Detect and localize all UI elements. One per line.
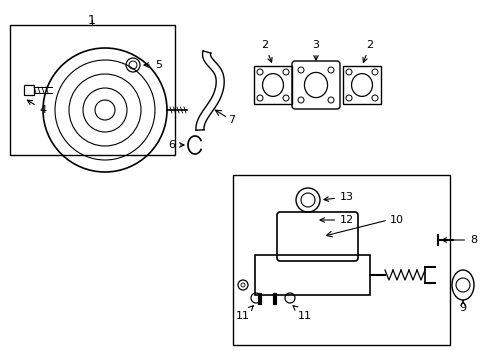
Text: 6: 6 — [168, 140, 183, 150]
Text: 8: 8 — [441, 235, 476, 245]
Bar — [10, 25, 175, 155]
Text: 13: 13 — [324, 192, 353, 202]
Text: 2: 2 — [362, 40, 373, 62]
Text: 7: 7 — [228, 115, 235, 125]
Text: 1: 1 — [88, 14, 96, 27]
Bar — [232, 175, 449, 345]
Bar — [342, 66, 380, 104]
Bar — [254, 255, 369, 295]
Bar — [24, 85, 34, 95]
Text: 3: 3 — [312, 40, 319, 60]
Text: 10: 10 — [389, 215, 403, 225]
Text: 4: 4 — [27, 100, 46, 115]
Text: 9: 9 — [459, 300, 466, 313]
Bar — [253, 66, 291, 104]
Text: 5: 5 — [144, 60, 162, 70]
Text: 12: 12 — [319, 215, 353, 225]
Text: 11: 11 — [236, 306, 253, 321]
Text: 11: 11 — [292, 306, 311, 321]
Text: 2: 2 — [261, 40, 271, 62]
